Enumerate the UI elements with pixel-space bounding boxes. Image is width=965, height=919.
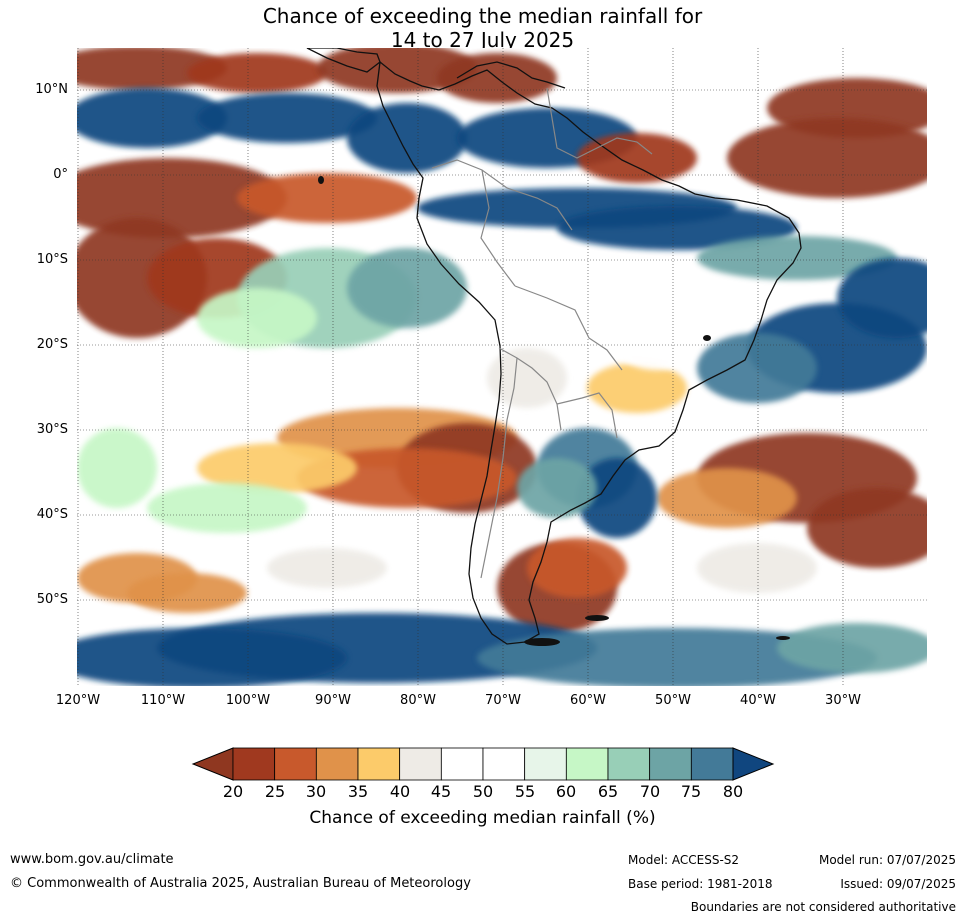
lon-label-50w: 50°W <box>655 693 691 708</box>
colorbar-cell <box>482 747 526 781</box>
probability-region <box>837 258 927 338</box>
footer-model: Model: ACCESS-S2 <box>628 853 740 867</box>
probability-region <box>77 628 347 686</box>
probability-region <box>777 623 927 673</box>
probability-region <box>527 538 627 598</box>
colorbar-cell <box>524 747 567 781</box>
probability-region <box>197 443 357 493</box>
probability-region <box>77 48 227 90</box>
lon-label-90w: 90°W <box>315 693 351 708</box>
colorbar-label: Chance of exceeding median rainfall (%) <box>309 808 656 828</box>
coastlines <box>306 48 802 645</box>
probability-region <box>577 133 697 183</box>
probability-region <box>197 93 377 143</box>
probability-region <box>77 158 287 238</box>
lat-label-50s: 50°S <box>36 592 68 607</box>
lat-label-30s: 30°S <box>36 422 68 437</box>
lat-label-40s: 40°S <box>36 507 68 522</box>
map-title-line1: Chance of exceeding the median rainfall … <box>262 4 703 28</box>
footer-base-period: Base period: 1981-2018 <box>628 877 773 891</box>
probability-region <box>587 363 687 413</box>
caribbean-coast <box>456 61 566 89</box>
probability-region <box>127 573 247 613</box>
probability-region <box>267 548 387 588</box>
gridlines <box>77 48 927 686</box>
probability-region <box>347 248 467 328</box>
colorbar-cell <box>274 747 317 781</box>
footer-copyright: © Commonwealth of Australia 2025, Austra… <box>10 876 471 891</box>
colorbar-tick: 70 <box>639 782 661 801</box>
colorbar-tick: 50 <box>472 782 494 801</box>
country-borders <box>431 87 653 579</box>
probability-region <box>807 488 927 568</box>
colorbar-tick: 65 <box>597 782 619 801</box>
colorbar-tick: 75 <box>680 782 702 801</box>
probability-region <box>517 458 597 518</box>
lon-label-110w: 110°W <box>140 693 186 708</box>
colorbar-cell <box>565 747 609 781</box>
colorbar-cell <box>649 747 692 781</box>
probability-region <box>147 483 307 533</box>
colorbar-cell <box>399 747 442 781</box>
map-title: Chance of exceeding the median rainfall … <box>0 4 965 52</box>
lon-label-30w: 30°W <box>825 693 861 708</box>
footer-model-run: Model run: 07/07/2025 <box>818 853 956 867</box>
probability-region <box>577 458 657 538</box>
probability-region <box>697 543 817 593</box>
probability-region <box>77 88 227 148</box>
colorbar-cells <box>232 747 734 781</box>
rainfall-probability-map[interactable] <box>77 48 927 686</box>
lon-label-80w: 80°W <box>400 693 436 708</box>
colorbar-cell <box>607 747 651 781</box>
south-america-coastline <box>376 60 802 645</box>
colorbar-tick: 45 <box>430 782 452 801</box>
probability-region <box>697 236 897 280</box>
colorbar-tick: 80 <box>722 782 744 801</box>
lon-label-70w: 70°W <box>485 693 521 708</box>
probability-region <box>317 48 477 93</box>
colorbar-tick: 25 <box>264 782 286 801</box>
map-canvas <box>77 48 927 686</box>
colorbar-cell <box>440 747 484 781</box>
colorbar-cell <box>315 747 359 781</box>
probability-region <box>557 206 797 250</box>
footer-issued: Issued: 09/07/2025 <box>840 877 956 891</box>
probability-region <box>617 326 697 370</box>
colorbar-cell <box>357 747 401 781</box>
probability-region <box>487 348 567 408</box>
colorbar-under-arrow <box>191 747 234 781</box>
lon-label-100w: 100°W <box>225 693 271 708</box>
footer-disclaimer: Boundaries are not considered authoritat… <box>690 900 956 914</box>
probability-region <box>697 333 817 403</box>
probability-region <box>727 118 927 198</box>
probability-region <box>237 173 417 223</box>
probability-fields <box>77 48 927 686</box>
probability-region <box>347 103 467 173</box>
lat-label-10n: 10°N <box>35 82 68 97</box>
colorbar <box>191 747 775 781</box>
lon-label-40w: 40°W <box>740 693 776 708</box>
probability-region <box>477 628 877 686</box>
lat-label-10s: 10°S <box>36 252 68 267</box>
colorbar-cell <box>232 747 276 781</box>
colorbar-over-arrow <box>732 747 775 781</box>
colorbar-tick: 60 <box>555 782 577 801</box>
colorbar-tick: 30 <box>305 782 327 801</box>
colorbar-cell <box>690 747 734 781</box>
probability-region <box>197 288 317 348</box>
lon-label-60w: 60°W <box>570 693 606 708</box>
colorbar-tick: 40 <box>389 782 411 801</box>
lat-label-20s: 20°S <box>36 337 68 352</box>
footer-url-link[interactable]: www.bom.gov.au/climate <box>10 852 174 867</box>
colorbar-tick: 35 <box>347 782 369 801</box>
probability-region <box>657 468 797 528</box>
central-america-coastline <box>306 48 381 73</box>
colorbar-tick: 20 <box>222 782 244 801</box>
lat-label-0: 0° <box>53 167 68 182</box>
colorbar-tick: 55 <box>514 782 536 801</box>
probability-region <box>187 53 327 93</box>
probability-region <box>77 428 157 508</box>
lakes-and-islands <box>318 176 790 646</box>
lon-label-120w: 120°W <box>55 693 101 708</box>
